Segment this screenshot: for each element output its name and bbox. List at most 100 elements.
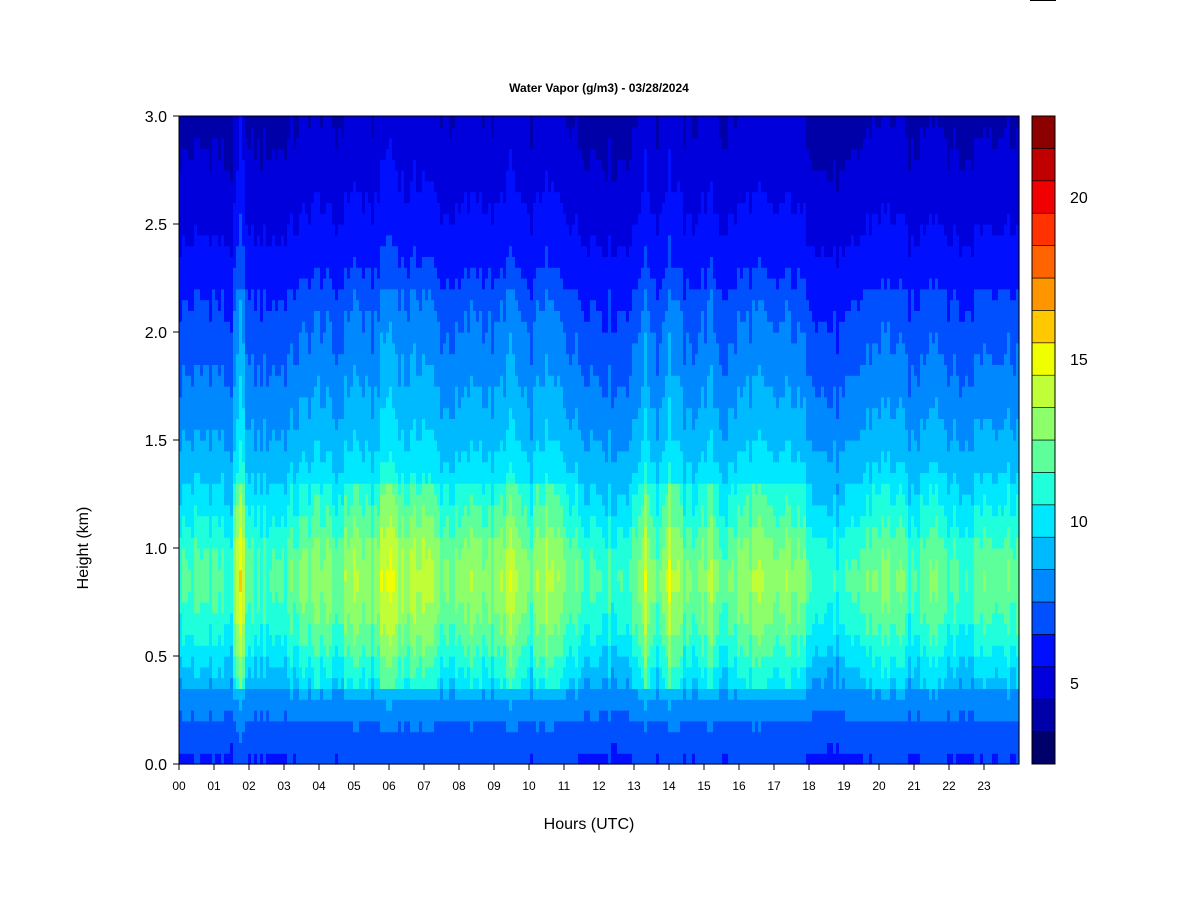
heatmap-cell bbox=[701, 310, 705, 387]
heatmap-cell bbox=[821, 386, 825, 452]
heatmap-cell bbox=[644, 526, 648, 571]
heatmap-cell bbox=[782, 699, 786, 722]
heatmap-cell bbox=[608, 288, 612, 365]
heatmap-cell bbox=[557, 267, 561, 311]
heatmap-cell bbox=[884, 526, 888, 560]
heatmap-cell bbox=[443, 558, 447, 592]
heatmap-cell bbox=[983, 472, 987, 495]
heatmap-cell bbox=[626, 170, 630, 257]
heatmap-cell bbox=[887, 688, 891, 700]
heatmap-cell bbox=[860, 299, 864, 365]
heatmap-cell bbox=[449, 288, 453, 355]
heatmap-cell bbox=[302, 116, 306, 203]
heatmap-cell bbox=[503, 548, 507, 614]
heatmap-cell bbox=[503, 699, 507, 722]
heatmap-cell bbox=[263, 126, 267, 225]
heatmap-cell bbox=[941, 504, 945, 538]
heatmap-cell bbox=[1010, 116, 1014, 149]
heatmap-cell bbox=[203, 116, 207, 149]
heatmap-cell bbox=[956, 299, 960, 376]
heatmap-cell bbox=[614, 461, 618, 517]
heatmap-cell bbox=[251, 224, 255, 290]
heatmap-cell bbox=[302, 450, 306, 484]
heatmap-cell bbox=[869, 288, 873, 365]
heatmap-cell bbox=[938, 720, 942, 765]
heatmap-cell bbox=[446, 720, 450, 765]
heatmap-cell bbox=[374, 688, 378, 700]
heatmap-cell bbox=[1010, 645, 1014, 668]
heatmap-cell bbox=[458, 526, 462, 560]
heatmap-cell bbox=[626, 504, 630, 538]
heatmap-cell bbox=[467, 116, 471, 214]
heatmap-cell bbox=[908, 450, 912, 506]
heatmap-cell bbox=[500, 569, 504, 592]
heatmap-cell bbox=[473, 191, 477, 268]
heatmap-cell bbox=[506, 170, 510, 257]
heatmap-cell bbox=[689, 569, 693, 592]
heatmap-cell bbox=[695, 418, 699, 473]
heatmap-cell bbox=[227, 623, 231, 657]
heatmap-cell bbox=[965, 666, 969, 689]
heatmap-cell bbox=[305, 396, 309, 463]
heatmap-cell bbox=[599, 494, 603, 527]
heatmap-cell bbox=[308, 126, 312, 225]
heatmap-cell bbox=[308, 116, 312, 128]
heatmap-cell bbox=[341, 288, 345, 355]
heatmap-cell bbox=[449, 472, 453, 506]
heatmap-cell bbox=[800, 526, 804, 560]
heatmap-cell bbox=[677, 558, 681, 592]
heatmap-cell bbox=[389, 688, 393, 711]
heatmap-cell bbox=[959, 116, 963, 171]
heatmap-cell bbox=[284, 116, 288, 160]
heatmap-cell bbox=[590, 602, 594, 646]
heatmap-cell bbox=[617, 386, 621, 452]
heatmap-cell bbox=[647, 720, 651, 765]
heatmap-cell bbox=[947, 494, 951, 538]
heatmap-cell bbox=[686, 526, 690, 560]
heatmap-cell bbox=[680, 504, 684, 538]
heatmap-cell bbox=[527, 688, 531, 700]
heatmap-cell bbox=[581, 159, 585, 247]
heatmap-cell bbox=[620, 656, 624, 689]
heatmap-cell bbox=[602, 753, 606, 765]
heatmap-cell bbox=[854, 483, 858, 527]
heatmap-cell bbox=[422, 116, 426, 171]
heatmap-cell bbox=[743, 386, 747, 452]
heatmap-cell bbox=[944, 234, 948, 290]
heatmap-cell bbox=[779, 699, 783, 722]
heatmap-cell bbox=[857, 688, 861, 722]
heatmap-cell bbox=[554, 267, 558, 311]
heatmap-cell bbox=[635, 126, 639, 225]
heatmap-cell bbox=[275, 666, 279, 689]
heatmap-cell bbox=[668, 602, 672, 635]
heatmap-cell bbox=[188, 591, 192, 635]
heatmap-cell bbox=[1013, 688, 1017, 722]
heatmap-cell bbox=[269, 720, 273, 754]
heatmap-cell bbox=[470, 634, 474, 668]
heatmap-cell bbox=[965, 310, 969, 376]
heatmap-cell bbox=[458, 688, 462, 700]
heatmap-cell bbox=[842, 450, 846, 506]
heatmap-cell bbox=[737, 386, 741, 452]
heatmap-cell bbox=[611, 332, 615, 409]
heatmap-cell bbox=[179, 116, 183, 171]
heatmap-cell bbox=[368, 386, 372, 452]
heatmap-cell bbox=[401, 256, 405, 290]
heatmap-cell bbox=[980, 515, 984, 549]
heatmap-cell bbox=[761, 191, 765, 268]
heatmap-cell bbox=[203, 602, 207, 646]
heatmap-cell bbox=[773, 645, 777, 668]
heatmap-cell bbox=[518, 623, 522, 657]
heatmap-cell bbox=[437, 321, 441, 387]
heatmap-cell bbox=[308, 224, 312, 290]
heatmap-cell bbox=[206, 364, 210, 430]
heatmap-cell bbox=[509, 494, 513, 527]
heatmap-cell bbox=[737, 677, 741, 689]
heatmap-cell bbox=[902, 526, 906, 571]
heatmap-cell bbox=[926, 688, 930, 722]
heatmap-cell bbox=[524, 548, 528, 614]
heatmap-cell bbox=[881, 645, 885, 679]
heatmap-cell bbox=[179, 170, 183, 257]
heatmap-cell bbox=[179, 677, 183, 711]
heatmap-cell bbox=[416, 440, 420, 484]
